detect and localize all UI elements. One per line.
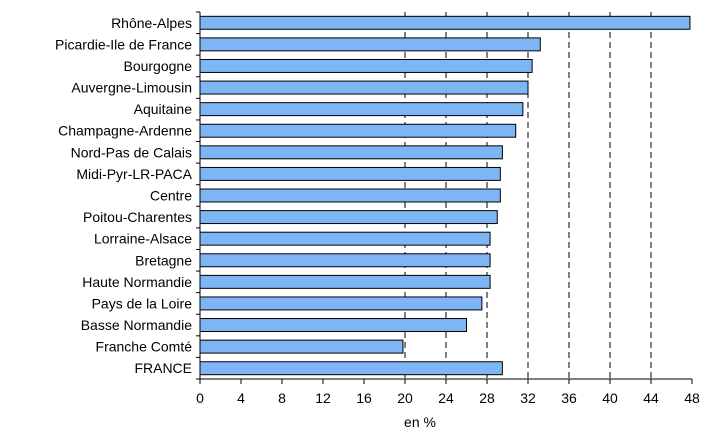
tick-labels: 0 4 8 12 16 20 24 28 32 36 40 44 48: [196, 390, 700, 406]
category-label: Pays de la Loire: [92, 295, 193, 311]
bar: [199, 339, 404, 354]
category-label: Champagne-Ardenne: [58, 123, 192, 139]
bar: [199, 253, 491, 268]
x-tick-label: 8: [278, 390, 286, 406]
x-tick-label: 48: [684, 390, 700, 406]
category-label: Picardie-Ile de France: [55, 36, 192, 52]
x-tick-label: 12: [315, 390, 331, 406]
x-axis-title: en %: [404, 414, 436, 430]
bar: [199, 15, 691, 30]
category-label: Aquitaine: [134, 101, 193, 117]
x-tick-label: 16: [356, 390, 372, 406]
bar: [199, 166, 501, 181]
x-tick-label: 24: [438, 390, 454, 406]
category-label: Nord-Pas de Calais: [71, 144, 192, 160]
category-labels: Rhône-Alpes Picardie-Ile de France Bourgog…: [55, 15, 193, 376]
category-label: Centre: [150, 188, 192, 204]
bar: [199, 123, 517, 138]
axes: [196, 11, 693, 384]
x-tick-label: 20: [397, 390, 413, 406]
x-tick-label: 0: [196, 390, 204, 406]
bar: [199, 102, 524, 117]
category-label: Poitou-Charentes: [83, 209, 192, 225]
x-tick-label: 4: [237, 390, 245, 406]
bar: [199, 318, 467, 333]
category-label: Bretagne: [135, 252, 192, 268]
bar: [199, 145, 503, 160]
x-tick-label: 28: [479, 390, 495, 406]
category-label: Basse Normandie: [81, 317, 192, 333]
category-label: Bourgogne: [123, 58, 192, 74]
bar: [199, 296, 483, 311]
category-label: Rhône-Alpes: [111, 15, 192, 31]
category-label: Franche Comté: [96, 339, 193, 355]
category-label: Auvergne-Limousin: [71, 80, 192, 96]
bar: [199, 361, 503, 376]
category-label: Midi-Pyr-LR-PACA: [76, 166, 192, 182]
x-tick-label: 32: [520, 390, 536, 406]
bar: [199, 80, 529, 95]
category-label: FRANCE: [134, 360, 192, 376]
x-tick-label: 36: [561, 390, 577, 406]
category-label: Haute Normandie: [82, 274, 192, 290]
bar: [199, 210, 498, 225]
x-tick-label: 44: [643, 390, 659, 406]
bars: [199, 15, 691, 376]
bar: [199, 274, 491, 289]
x-tick-label: 40: [602, 390, 618, 406]
bar: [199, 58, 533, 73]
bar: [199, 188, 501, 203]
bar: [199, 37, 541, 52]
bar: [199, 231, 491, 246]
category-label: Lorraine-Alsace: [94, 231, 192, 247]
